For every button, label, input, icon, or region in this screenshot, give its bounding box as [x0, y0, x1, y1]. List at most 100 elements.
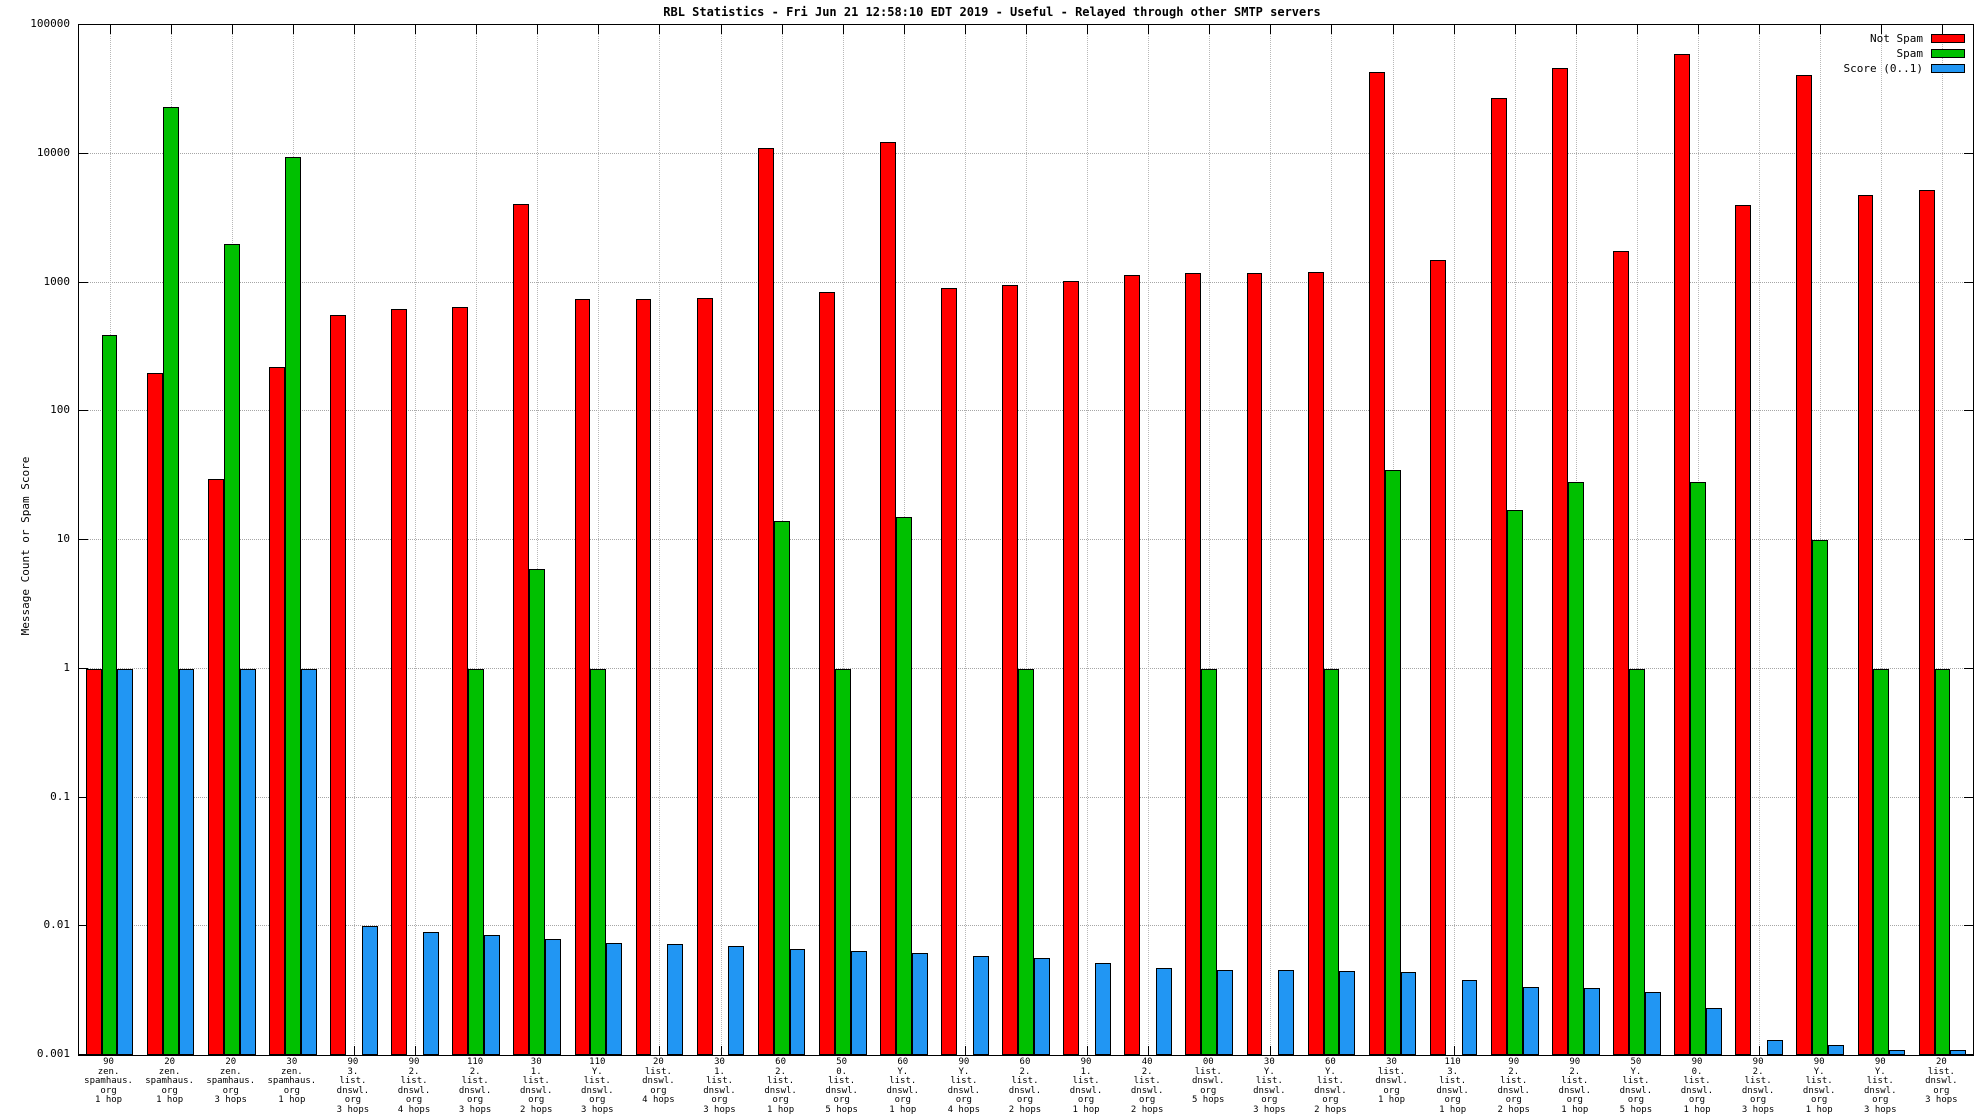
bar-spam [1812, 540, 1829, 1055]
x-tick-label: 30 Y. list. dnswl. org 3 hops [1253, 1057, 1286, 1115]
legend-item-score: Score (0..1) [1844, 61, 1965, 76]
bar-score-0-1 [1461, 980, 1478, 1055]
bar-group [1240, 25, 1301, 1055]
bar-group [1912, 25, 1973, 1055]
y-tick-mark [1964, 539, 1973, 540]
x-tick-mark [1942, 25, 1944, 34]
x-tick-mark [964, 1046, 966, 1055]
y-tick-mark [1964, 796, 1973, 798]
bar-score-0-1 [300, 668, 317, 1055]
x-tick-label: 60 2. list. dnswl. org 2 hops [1008, 1057, 1042, 1115]
bar-group [1057, 25, 1118, 1055]
x-tick-label: 90 Y. list. dnswl. org 1 hop [1802, 1057, 1836, 1115]
grid-line-vertical [1942, 25, 1944, 1055]
bar-group [1545, 25, 1606, 1055]
bar-not-spam [513, 203, 530, 1055]
x-tick-mark [1392, 25, 1394, 34]
bar-group [79, 25, 140, 1055]
bar-spam [223, 243, 240, 1055]
bar-score-0-1 [178, 668, 195, 1055]
y-tick-label: 0.001 [36, 1047, 70, 1060]
x-tick-mark [659, 1046, 661, 1055]
x-tick-mark [903, 25, 905, 34]
x-tick-mark [1453, 1046, 1455, 1055]
x-tick-mark [170, 25, 172, 34]
x-tick-mark [720, 25, 722, 34]
bar-group [751, 25, 812, 1055]
bar-not-spam [1613, 251, 1630, 1055]
y-tick-mark [1964, 1054, 1973, 1055]
bar-score-0-1 [484, 935, 500, 1055]
y-tick-mark [1964, 24, 1973, 25]
bar-spam [895, 517, 912, 1055]
x-tick-label: 90 Y. list. dnswl. org 3 hops [1864, 1057, 1897, 1115]
bar-not-spam [85, 668, 102, 1055]
bar-spam [1323, 668, 1340, 1055]
bar-not-spam [146, 372, 163, 1055]
x-tick-mark [415, 1046, 417, 1055]
bar-not-spam [1490, 98, 1507, 1055]
bar-not-spam [1674, 53, 1691, 1055]
bar-group [1362, 25, 1423, 1055]
legend: Not Spam Spam Score (0..1) [1844, 31, 1965, 76]
grid-line-vertical [1087, 25, 1089, 1055]
bar-score-0-1 [850, 951, 867, 1055]
x-tick-mark [1148, 1046, 1150, 1055]
y-tick-label: 0.1 [50, 789, 70, 803]
bar-group [1118, 25, 1179, 1055]
y-tick-mark [79, 24, 88, 25]
x-tick-mark [1270, 25, 1272, 34]
bar-not-spam [269, 367, 285, 1055]
bar-not-spam [1185, 273, 1202, 1055]
bar-not-spam [818, 292, 835, 1055]
bar-spam [1690, 482, 1706, 1055]
bar-spam [1201, 668, 1218, 1055]
x-tick-label: 30 list. dnswl. org 1 hop [1375, 1057, 1408, 1105]
x-tick-label: 90 2. list. dnswl. org 3 hops [1741, 1057, 1775, 1115]
legend-swatch-not-spam [1931, 34, 1965, 43]
x-tick-label: 60 Y. list. dnswl. org 1 hop [886, 1057, 920, 1115]
y-tick-mark [79, 925, 88, 927]
x-tick-mark [415, 25, 417, 34]
bar-spam [468, 668, 485, 1055]
x-tick-label: 60 2. list. dnswl. org 1 hop [764, 1057, 797, 1115]
bar-score-0-1 [422, 932, 439, 1055]
plot-area: Not Spam Spam Score (0..1) [78, 24, 1974, 1056]
legend-label-spam: Spam [1896, 46, 1924, 60]
x-tick-label: 90 2. list. dnswl. org 4 hops [397, 1057, 431, 1115]
bar-score-0-1 [972, 955, 989, 1055]
legend-swatch-score [1931, 64, 1965, 73]
bar-group [1668, 25, 1729, 1055]
x-tick-label: 30 1. list. dnswl. org 2 hops [519, 1057, 553, 1115]
bar-score-0-1 [1889, 1049, 1906, 1055]
bar-score-0-1 [1828, 1044, 1845, 1055]
bar-not-spam [1124, 274, 1141, 1055]
y-tick-mark [1964, 281, 1973, 283]
bar-score-0-1 [1767, 1040, 1783, 1055]
bar-spam [284, 156, 301, 1055]
bar-score-0-1 [1339, 970, 1356, 1055]
x-tick-mark [1759, 25, 1761, 34]
bar-group [690, 25, 751, 1055]
bar-not-spam [879, 142, 896, 1055]
bar-score-0-1 [1033, 957, 1050, 1055]
grid-line-vertical [720, 25, 722, 1055]
x-tick-mark [537, 25, 539, 34]
bar-score-0-1 [1156, 968, 1172, 1055]
bar-group [873, 25, 934, 1055]
bar-spam [1018, 668, 1034, 1055]
bar-not-spam [696, 297, 713, 1055]
bar-spam [1873, 668, 1890, 1055]
bar-group [1729, 25, 1790, 1055]
legend-item-not-spam: Not Spam [1844, 31, 1965, 46]
x-tick-mark [1026, 25, 1027, 34]
bar-not-spam [1307, 272, 1324, 1055]
bar-not-spam [1552, 68, 1568, 1055]
bar-spam [101, 335, 118, 1055]
x-tick-label: 90 1. list. dnswl. org 1 hop [1069, 1057, 1103, 1115]
y-tick-mark [1964, 152, 1973, 154]
legend-label-score: Score (0..1) [1843, 61, 1923, 75]
grid-line-vertical [1331, 25, 1333, 1055]
x-tick-mark [1148, 25, 1150, 34]
